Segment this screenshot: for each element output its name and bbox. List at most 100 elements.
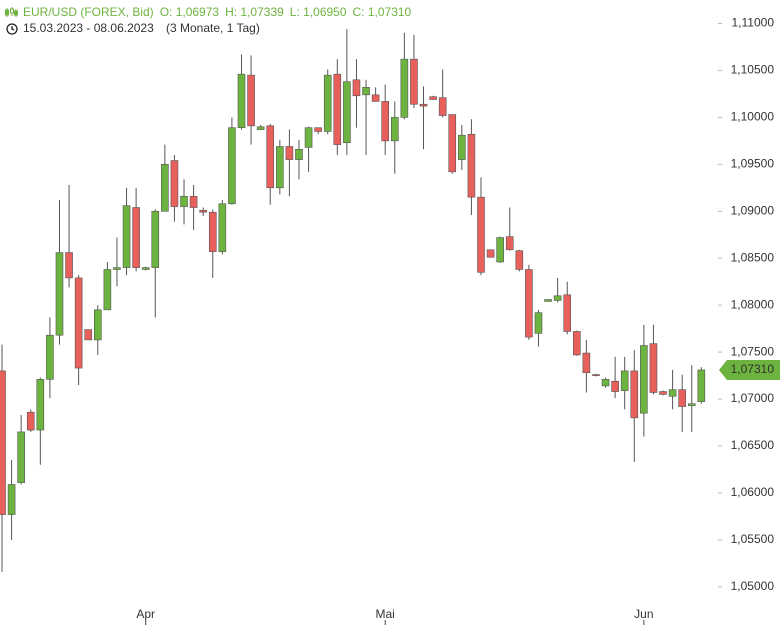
candle-body (419, 103, 428, 107)
candle-body (180, 195, 188, 207)
last-value-label: 1,07310 (731, 362, 775, 376)
period: (3 Monate, 1 Tag) (166, 21, 260, 35)
candle-body (122, 205, 131, 268)
candle-body (237, 73, 246, 128)
candle-body (276, 146, 284, 189)
candle-body (323, 74, 332, 132)
candle-body (256, 126, 265, 130)
y-tick-label: 1,06500 (731, 438, 775, 452)
candle-body (132, 207, 140, 268)
candle-body (467, 133, 476, 198)
chart-type-icon (5, 7, 18, 17)
candle-body (448, 114, 457, 173)
candle-body (46, 334, 54, 380)
candle-body (515, 250, 524, 270)
candle-body (7, 484, 16, 515)
candle-body (362, 87, 370, 96)
last-value-badge (719, 359, 780, 380)
candle-body (611, 380, 619, 392)
candle-body (534, 312, 543, 334)
candle-body (630, 370, 639, 419)
candles (0, 29, 706, 572)
candle-body (199, 210, 207, 213)
y-tick-label: 1,08500 (731, 250, 775, 264)
candle-body (640, 345, 648, 414)
candle-body (381, 101, 390, 142)
candle-body (678, 389, 686, 407)
candle-body (458, 134, 466, 160)
header-value: O: 1,06973 (160, 5, 220, 19)
candle-body (26, 411, 35, 431)
candle-body (285, 146, 294, 160)
candle-body (65, 252, 73, 279)
candle-body (553, 295, 562, 301)
header-value: C: 1,07310 (353, 5, 412, 19)
candle-body (572, 331, 581, 356)
candle-body (525, 269, 533, 338)
candle-body (352, 79, 361, 97)
candle-body (17, 431, 25, 483)
candle-body (438, 97, 447, 116)
header-value: H: 1,07339 (225, 5, 284, 19)
x-tick-label: Apr (136, 607, 155, 621)
candle-body (295, 148, 303, 160)
y-tick-label: 1,05000 (731, 579, 775, 593)
candle-body (151, 210, 160, 268)
candle-body (266, 125, 275, 189)
candle-body (649, 343, 658, 393)
x-tick-label: Jun (634, 607, 653, 621)
candle-body (141, 267, 150, 270)
candle-body (486, 249, 495, 258)
candle-body (161, 164, 169, 212)
candle-body (94, 309, 102, 341)
y-tick-label: 1,09500 (731, 156, 775, 170)
candle-body (343, 81, 351, 144)
candle-body (314, 127, 322, 132)
y-tick-label: 1,05500 (731, 532, 775, 546)
y-tick-label: 1,09000 (731, 203, 775, 217)
candle-body (668, 389, 677, 397)
chart-title: EUR/USD (FOREX, Bid) (23, 5, 154, 19)
date-range: 15.03.2023 - 08.06.2023 (23, 21, 154, 35)
candle-body (687, 403, 696, 406)
candle-body (477, 196, 485, 273)
y-tick-label: 1,08000 (731, 297, 775, 311)
candle-body (218, 203, 227, 252)
candle-body (113, 267, 121, 270)
candle-body (592, 374, 600, 376)
candle-body (505, 236, 514, 251)
candle-body (371, 94, 380, 102)
candle-body (582, 352, 591, 374)
y-tick-label: 1,11000 (732, 16, 775, 30)
y-tick-label: 1,10000 (731, 110, 775, 124)
candle-body (544, 299, 552, 302)
candle-body (400, 58, 409, 118)
candle-body (55, 252, 64, 336)
candle-body (208, 211, 217, 252)
y-tick-label: 1,06000 (731, 485, 775, 499)
candle-body (36, 379, 45, 431)
candle-body (496, 237, 504, 263)
candle-body (247, 74, 255, 127)
candle-body (563, 294, 572, 332)
candle-body (170, 160, 179, 207)
header-values: O: 1,06973 H: 1,07339 L: 1,06950 C: 1,07310 (160, 5, 412, 19)
y-tick-label: 1,07500 (731, 344, 775, 358)
candle-body (601, 379, 610, 387)
header: EUR/USD (FOREX, Bid) O: 1,06973 H: 1,0733… (5, 5, 412, 35)
candle-body (697, 369, 706, 402)
header-value: L: 1,06950 (290, 5, 347, 19)
candle-body (390, 117, 399, 142)
clock-icon (6, 23, 18, 35)
candle-body (333, 73, 342, 145)
candle-body (304, 127, 313, 148)
candle-body (429, 96, 437, 100)
candle-body (0, 370, 6, 515)
candle-body (189, 195, 198, 208)
candle-body (659, 391, 667, 395)
candle-body (228, 127, 236, 205)
x-tick-label: Mai (376, 607, 395, 621)
candle-body (620, 370, 629, 391)
